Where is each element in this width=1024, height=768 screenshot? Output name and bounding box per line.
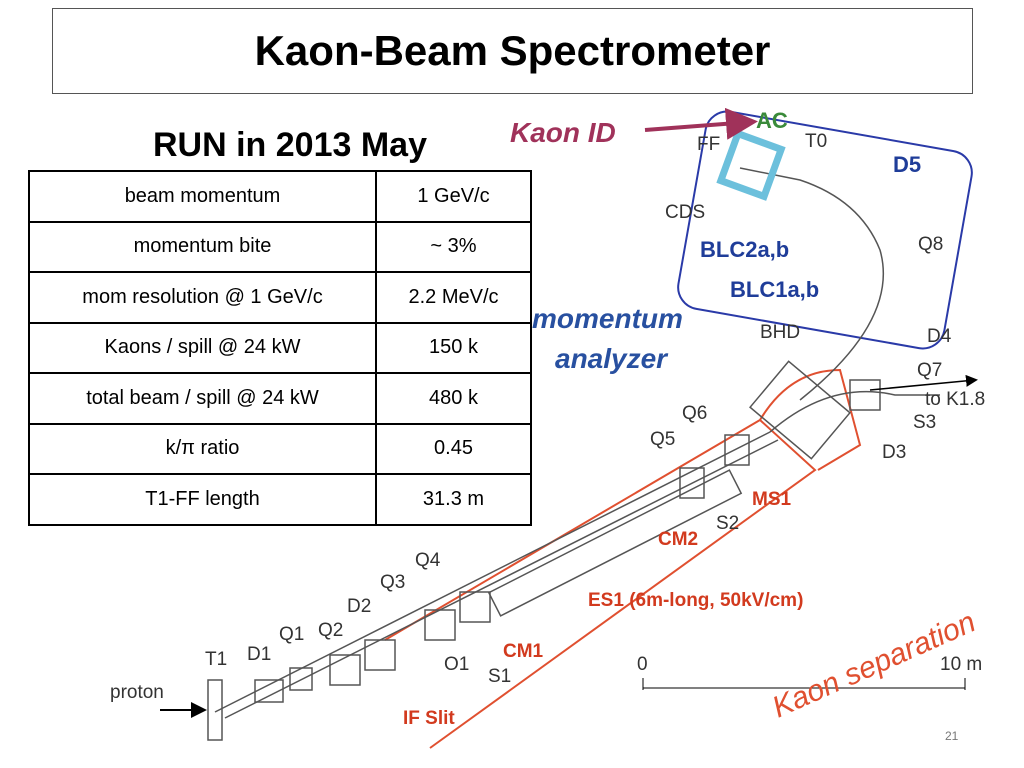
scale-bar	[642, 678, 966, 690]
diagram-label: analyzer	[555, 343, 669, 374]
diagram-label: AC	[756, 108, 788, 133]
table-cell: Kaons / spill @ 24 kW	[28, 321, 377, 374]
table-row: momentum bite ~ 3%	[28, 220, 532, 273]
arrow	[644, 107, 758, 140]
table-cell: momentum bite	[28, 220, 377, 273]
arrow	[869, 374, 978, 391]
diagram-label: Q6	[682, 403, 707, 424]
table-cell: ~ 3%	[375, 220, 532, 273]
diagram-label: 10 m	[940, 654, 982, 675]
table-cell: 150 k	[375, 321, 532, 374]
page-number: 21	[945, 729, 959, 743]
table-cell: beam momentum	[28, 170, 377, 223]
table-row: k/π ratio 0.45	[28, 422, 532, 475]
diagram-label: D1	[247, 644, 271, 665]
diagram-label: FF	[697, 134, 720, 155]
diagram-label: CM1	[503, 641, 544, 662]
table-row: mom resolution @ 1 GeV/c 2.2 MeV/c	[28, 271, 532, 324]
diagram-label: T0	[805, 131, 827, 152]
diagram-label: T1	[205, 649, 227, 670]
diagram-label: O1	[444, 654, 469, 675]
table-row: T1-FF length 31.3 m	[28, 473, 532, 526]
table-cell: T1-FF length	[28, 473, 377, 526]
table-cell: 0.45	[375, 422, 532, 475]
spec-table: beam momentum 1 GeV/c momentum bite ~ 3% mom…	[28, 170, 532, 526]
table-cell: k/π ratio	[28, 422, 377, 475]
diagram-label: BLC2a,b	[700, 237, 789, 262]
diagram-label: S3	[913, 412, 936, 433]
title: Kaon-Beam Spectrometer	[52, 8, 973, 94]
diagram-label: IF Slit	[403, 708, 455, 729]
diagram-label: S2	[716, 513, 739, 534]
diagram-label: proton	[110, 682, 164, 703]
diagram-label: Q3	[380, 572, 405, 593]
diagram-label: Kaon separation	[767, 605, 980, 724]
diagram-label: Q2	[318, 620, 343, 641]
diagram-label: BLC1a,b	[730, 277, 819, 302]
subtitle: RUN in 2013 May	[153, 126, 427, 164]
diagram-label: S1	[488, 666, 511, 687]
table-cell: 2.2 MeV/c	[375, 271, 532, 324]
diagram-label: ES1 (6m-long, 50kV/cm)	[588, 590, 803, 611]
table-cell: total beam / spill @ 24 kW	[28, 372, 377, 425]
table-cell: 31.3 m	[375, 473, 532, 526]
diagram-label: D5	[893, 152, 921, 177]
diagram-label: MS1	[752, 489, 792, 510]
table-cell: 480 k	[375, 372, 532, 425]
table-row: Kaons / spill @ 24 kW 150 k	[28, 321, 532, 374]
diagram-label: BHD	[760, 322, 800, 343]
table-row: beam momentum 1 GeV/c	[28, 170, 532, 223]
diagram-label: CDS	[665, 202, 705, 223]
table-row: total beam / spill @ 24 kW 480 k	[28, 372, 532, 425]
diagram-label: D3	[882, 442, 906, 463]
diagram-label: Q8	[918, 234, 943, 255]
diagram-label: Q4	[415, 550, 441, 571]
diagram-label: Q7	[917, 360, 942, 381]
diagram-label: 0	[637, 654, 648, 675]
diagram-label: Kaon ID	[510, 117, 616, 148]
table-cell: mom resolution @ 1 GeV/c	[28, 271, 377, 324]
diagram-label: D4	[927, 326, 952, 347]
diagram-label: Q5	[650, 429, 675, 450]
diagram-label: CM2	[658, 529, 698, 550]
diagram-label: D2	[347, 596, 371, 617]
diagram-label: to K1.8	[925, 389, 985, 410]
table-cell: 1 GeV/c	[375, 170, 532, 223]
diagram-label: momentum	[532, 303, 683, 334]
diagram-label: Q1	[279, 624, 304, 645]
